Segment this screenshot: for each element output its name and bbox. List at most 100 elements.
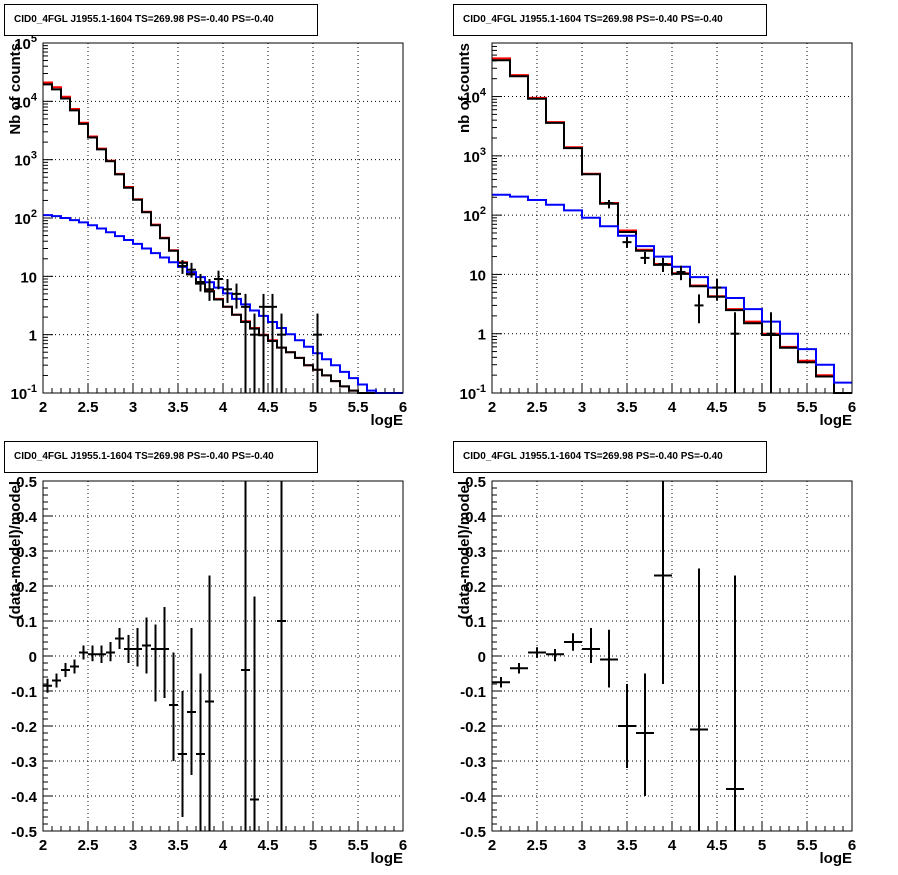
title-bottom-right: CID0_4FGL J1955.1-1604 TS=269.98 PS=-0.4… <box>453 441 767 473</box>
title-top-left: CID0_4FGL J1955.1-1604 TS=269.98 PS=-0.4… <box>4 4 318 36</box>
y-tick-label: 104 <box>14 91 38 111</box>
data-point <box>151 624 160 702</box>
x-tick-label: 4.5 <box>707 399 728 416</box>
data-point <box>187 628 196 775</box>
data-point <box>160 607 169 698</box>
y-axis-title: (data-model)/model <box>7 481 24 619</box>
x-tick-label: 5 <box>758 837 766 854</box>
data-point <box>187 262 196 278</box>
data-point <box>730 312 740 393</box>
title-bottom-left: CID0_4FGL J1955.1-1604 TS=269.98 PS=-0.4… <box>4 441 318 473</box>
data-point <box>690 568 708 831</box>
y-tick-label: -0.3 <box>460 754 486 771</box>
x-tick-label: 4.5 <box>258 399 279 416</box>
x-tick-label: 5.5 <box>348 399 369 416</box>
data-point <box>178 260 187 274</box>
x-tick-label: 4 <box>219 399 228 416</box>
y-tick-label: 10 <box>469 267 486 284</box>
x-tick-label: 2.5 <box>78 399 99 416</box>
data-point <box>313 313 322 393</box>
data-point <box>636 673 654 796</box>
panel-2: 2 2.5 3 3.5 4 4.5 5 5.5 6 -0.5 -0.4 -0.3 -0.2 -0.1 0 0.… <box>7 474 407 867</box>
data-point <box>223 279 232 303</box>
y-tick-label: 105 <box>14 33 37 53</box>
x-tick-label: 4 <box>219 837 228 854</box>
panel-0: 2 2.5 3 3.5 4 4.5 5 5.5 6 10-1 1 10 102 103 104 105 logE… <box>7 33 407 429</box>
y-tick-label: 1 <box>478 327 486 344</box>
y-tick-label: 0.3 <box>465 544 486 561</box>
y-tick-label: 0.2 <box>16 579 37 596</box>
data-point <box>232 283 241 309</box>
panel-1: 2 2.5 3 3.5 4 4.5 5 5.5 6 10-1 1 10 102 103 104 logE nb … <box>456 42 856 429</box>
x-axis-title: logE <box>371 850 404 867</box>
data-point <box>142 617 151 674</box>
data-point <box>70 659 79 674</box>
y-tick-label: -0.5 <box>11 824 37 841</box>
y-tick-label: 10 <box>20 269 37 286</box>
panel-3: 2 2.5 3 3.5 4 4.5 5 5.5 6 -0.5 -0.4 -0.3 -0.2 -0.1 0 0.… <box>456 474 856 867</box>
x-tick-label: 5 <box>758 399 766 416</box>
data-point <box>528 647 546 658</box>
data-point <box>510 663 528 674</box>
y-axis-title: nb of counts <box>456 43 473 133</box>
y-tick-label: 0.4 <box>16 509 38 526</box>
y-tick-label: 104 <box>463 87 487 107</box>
data-point <box>241 481 250 831</box>
data-point <box>277 313 286 393</box>
x-axis-title: logE <box>371 412 404 429</box>
data-point <box>88 645 97 662</box>
title-top-right: CID0_4FGL J1955.1-1604 TS=269.98 PS=-0.4… <box>453 4 767 36</box>
data-point <box>79 645 88 660</box>
x-tick-label: 5 <box>309 399 317 416</box>
y-tick-label: 103 <box>463 146 486 166</box>
data-point <box>618 684 636 768</box>
y-tick-label: -0.4 <box>460 789 487 806</box>
x-tick-label: 2 <box>39 399 47 416</box>
x-tick-label: 2.5 <box>527 399 548 416</box>
histogram-series-line <box>492 193 852 384</box>
x-tick-label: 2.5 <box>527 837 548 854</box>
data-point <box>250 596 259 831</box>
data-point <box>196 673 205 831</box>
data-point <box>97 645 106 663</box>
y-tick-label: -0.1 <box>11 684 37 701</box>
x-tick-label: 4.5 <box>707 837 728 854</box>
y-tick-label: 0 <box>29 649 37 666</box>
data-point <box>241 293 250 393</box>
y-tick-label: 0 <box>478 649 486 666</box>
x-tick-label: 2 <box>488 399 496 416</box>
data-point <box>640 251 650 264</box>
data-point <box>133 628 142 667</box>
data-point <box>268 293 277 393</box>
data-point <box>582 628 600 663</box>
y-tick-label: -0.1 <box>460 684 486 701</box>
x-tick-label: 2.5 <box>78 837 99 854</box>
y-tick-label: 0.1 <box>465 614 486 631</box>
y-tick-label: 0.5 <box>16 474 37 491</box>
data-point <box>205 279 214 301</box>
x-tick-label: 4 <box>668 399 677 416</box>
x-tick-label: 6 <box>399 837 407 854</box>
x-tick-label: 3 <box>129 837 137 854</box>
y-tick-label: 0.3 <box>16 544 37 561</box>
data-point <box>214 270 223 290</box>
y-tick-label: 0.4 <box>465 509 487 526</box>
data-point <box>600 629 618 688</box>
x-axis-title: logE <box>820 850 853 867</box>
x-tick-label: 3.5 <box>617 837 638 854</box>
data-point <box>115 628 124 649</box>
data-point <box>52 673 61 688</box>
x-tick-label: 3 <box>578 399 586 416</box>
x-tick-label: 2 <box>488 837 496 854</box>
x-tick-label: 5 <box>309 837 317 854</box>
histogram-series-line <box>43 83 403 394</box>
x-tick-label: 3.5 <box>168 837 189 854</box>
x-tick-label: 5.5 <box>797 399 818 416</box>
y-tick-label: 1 <box>29 328 37 345</box>
data-point <box>654 481 672 684</box>
plot-frame <box>491 480 853 832</box>
data-point <box>259 293 268 393</box>
y-tick-label: -0.4 <box>11 789 38 806</box>
y-tick-label: 10-1 <box>11 383 37 403</box>
y-tick-label: 103 <box>14 150 37 170</box>
